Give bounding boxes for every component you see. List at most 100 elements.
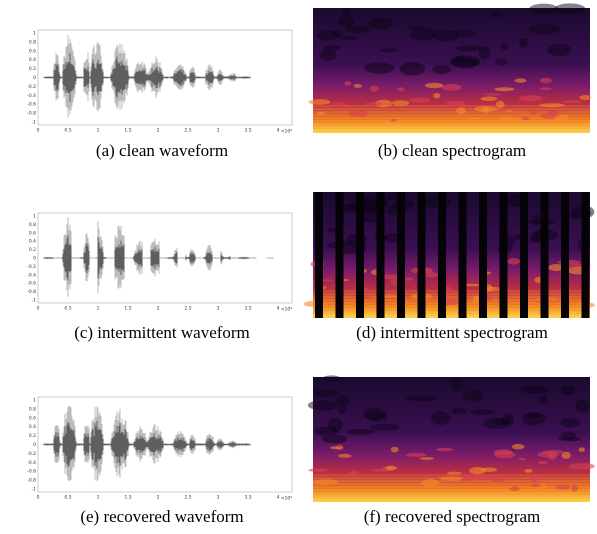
gap-stripe (561, 192, 569, 318)
y-tick-label: 0.4 (29, 424, 36, 430)
gap-stripe (479, 192, 487, 318)
energy-blob (539, 87, 552, 91)
energy-blob (338, 453, 352, 458)
energy-blob (348, 110, 368, 118)
dark-blob (560, 417, 581, 428)
x-tick-label: 3.5 (244, 306, 251, 312)
energy-blob (505, 110, 513, 113)
energy-blob (539, 103, 565, 108)
energy-blob (554, 114, 570, 122)
x-tick-label: 0 (37, 306, 40, 312)
y-tick-label: 0 (33, 75, 36, 81)
y-tick-label: 0.8 (29, 39, 36, 45)
dark-blob (432, 29, 460, 42)
y-tick-label: -1 (32, 120, 37, 126)
dark-blob (495, 58, 508, 66)
x-tick-label: 0.5 (64, 306, 71, 312)
gap-stripe (581, 192, 590, 318)
gap-stripe (417, 192, 426, 318)
dark-blob (554, 3, 586, 15)
dark-blob (344, 25, 370, 34)
x-tick-label: 1.5 (124, 495, 131, 501)
dark-blob (449, 55, 480, 69)
waveform-core (43, 53, 251, 102)
dark-blob (521, 385, 550, 394)
x-tick-label: 3.5 (244, 128, 251, 134)
energy-blob (548, 263, 565, 272)
dark-blob (379, 48, 399, 53)
energy-blob (433, 92, 441, 99)
waveform-envelope (43, 405, 251, 482)
energy-blob (308, 468, 329, 472)
dark-blob (346, 428, 375, 435)
energy-blob (529, 473, 540, 482)
energy-blob (441, 84, 462, 91)
dark-blob (489, 11, 503, 18)
energy-blob (472, 297, 480, 304)
waveform-core (43, 420, 251, 469)
y-tick-label: 1 (33, 214, 36, 220)
energy-blob (509, 486, 520, 492)
energy-blob (511, 443, 525, 450)
gap-stripe (438, 192, 446, 318)
dark-blob (307, 400, 338, 411)
energy-blob (482, 106, 490, 114)
dark-blob (421, 195, 452, 209)
energy-blob (497, 116, 521, 123)
axes-box (37, 29, 293, 126)
dark-blob (370, 423, 400, 431)
y-tick-label: -0.2 (27, 264, 36, 270)
y-tick-label: -0.2 (27, 451, 36, 457)
dark-blob (409, 27, 437, 41)
energy-blob (578, 447, 585, 452)
x-tick-label: 2 (157, 495, 160, 501)
energy-blob (568, 463, 595, 470)
dark-blob (570, 210, 579, 220)
y-tick-label: 0.6 (29, 48, 36, 54)
dark-blob (560, 384, 576, 396)
y-tick-label: 0.4 (29, 239, 36, 245)
energy-blob (563, 100, 583, 104)
gap-stripe (397, 192, 405, 318)
y-tick-label: -0.8 (27, 289, 36, 295)
y-tick-label: -1 (32, 487, 37, 493)
x-tick-label: 0 (37, 495, 40, 501)
energy-blob (542, 450, 564, 454)
x-tick-label: 1.5 (124, 306, 131, 312)
dark-blob (322, 434, 347, 444)
x-tick-label: 2 (157, 306, 160, 312)
dark-blob (451, 408, 467, 415)
energy-blob (495, 100, 505, 109)
y-tick-label: -0.8 (27, 111, 36, 117)
energy-blob (571, 484, 578, 492)
energy-blob (561, 451, 571, 459)
dark-blob (337, 16, 355, 28)
energy-blob (349, 470, 359, 477)
y-tick-label: 0.6 (29, 230, 36, 236)
y-tick-label: 0.2 (29, 247, 36, 253)
energy-blob (419, 457, 435, 460)
energy-blob (308, 99, 331, 105)
energy-blob (530, 483, 543, 488)
dark-blob (337, 402, 347, 415)
y-tick-label: -1 (32, 298, 37, 304)
x-exponent: ×10⁴ (281, 307, 292, 313)
caption: (f) recovered spectrogram (364, 507, 541, 526)
energy-blob (524, 468, 533, 473)
waveform-core (43, 235, 274, 281)
energy-blob (425, 82, 444, 89)
dark-blob (338, 35, 359, 40)
energy-blob (370, 468, 391, 472)
energy-blob (390, 446, 399, 453)
energy-blob (391, 100, 410, 106)
energy-blob (385, 465, 397, 471)
dark-blob (405, 395, 438, 402)
y-tick-label: -0.4 (27, 93, 36, 99)
dark-blob (462, 390, 483, 402)
y-tick-label: -0.4 (27, 272, 36, 278)
energy-blob (409, 97, 431, 103)
x-tick-label: 2.5 (184, 128, 191, 134)
y-tick-label: 1 (33, 398, 36, 404)
spectrogram (313, 377, 590, 502)
